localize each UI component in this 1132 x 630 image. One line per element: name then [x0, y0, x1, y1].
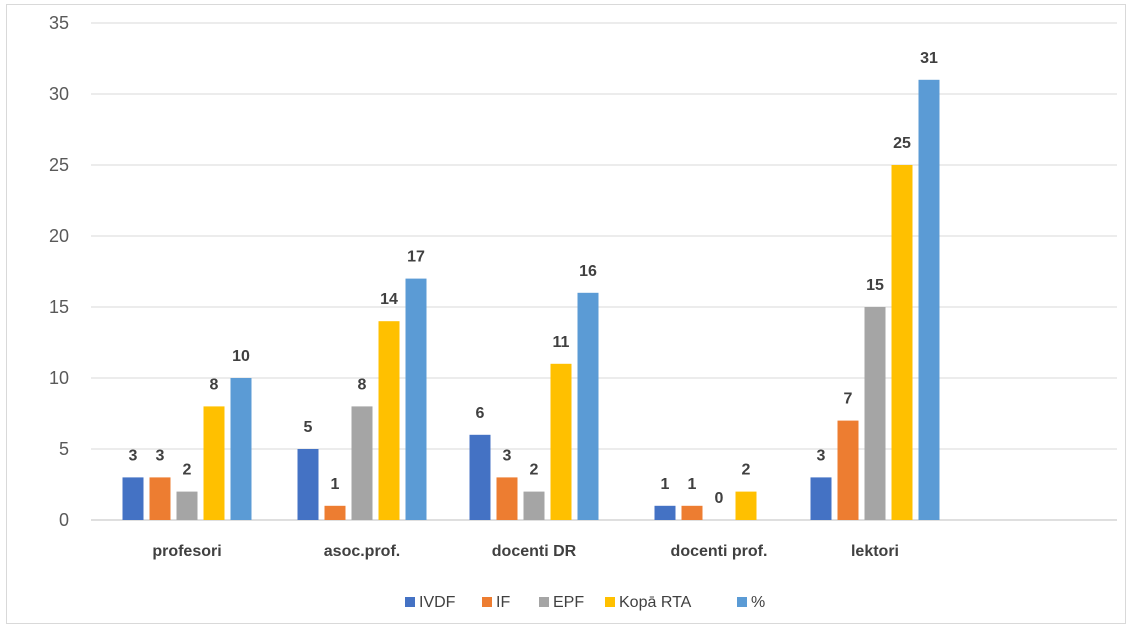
- data-label: 3: [503, 447, 512, 464]
- bar-4-0: [810, 477, 832, 520]
- bar-1-0: [297, 449, 319, 520]
- y-tick-label: 5: [59, 439, 69, 459]
- bar-4-1: [837, 420, 859, 520]
- bar-0-0: [122, 477, 144, 520]
- y-axis-ticks: 0 5 10 15 20 25 30 35: [49, 13, 69, 530]
- bar-1-1: [324, 505, 346, 520]
- data-label: 31: [920, 50, 938, 67]
- bar-2-2: [523, 491, 545, 520]
- y-tick-label: 30: [49, 84, 69, 104]
- data-label: 2: [183, 462, 192, 479]
- bar-3-0: [654, 505, 676, 520]
- bar-2-1: [496, 477, 518, 520]
- y-tick-label: 20: [49, 226, 69, 246]
- bar-3-1: [681, 505, 703, 520]
- bar-4-2: [864, 307, 886, 520]
- category-label: asoc.prof.: [324, 543, 400, 560]
- bar-0-4: [230, 378, 252, 520]
- data-label: 3: [817, 447, 826, 464]
- data-label: 7: [844, 391, 853, 408]
- data-label: 1: [331, 476, 340, 493]
- bar-0-2: [176, 491, 198, 520]
- data-label: 5: [304, 419, 313, 436]
- data-label: 8: [358, 376, 367, 393]
- chart-frame: 0 5 10 15 20 25 30 35 3 3 2 8 10 5 1 8 14 17 6 3 2 11 16 1 1 0 2 3…: [6, 4, 1126, 624]
- bar-1-3: [378, 321, 400, 520]
- data-label: 11: [553, 334, 570, 351]
- category-label: lektori: [851, 543, 899, 560]
- legend: IVDF IF EPF Kopā RTA%: [405, 594, 765, 611]
- data-label: 1: [661, 476, 670, 493]
- y-tick-label: 10: [49, 368, 69, 388]
- bar-1-2: [351, 406, 373, 520]
- bar-3-3: [735, 491, 757, 520]
- legend-label: IVDF: [419, 594, 456, 611]
- legend-swatch: [539, 597, 549, 607]
- data-label: 16: [579, 263, 597, 280]
- category-label: docenti prof.: [671, 543, 768, 560]
- category-label: docenti DR: [492, 543, 577, 560]
- gridlines: [91, 22, 1117, 521]
- bar-4-4: [918, 79, 940, 521]
- data-label: 17: [407, 249, 425, 266]
- bars: [122, 79, 940, 521]
- bar-0-1: [149, 477, 171, 520]
- legend-label: %: [751, 594, 765, 611]
- legend-label: Kopā RTA: [619, 594, 692, 611]
- y-tick-label: 35: [49, 13, 69, 33]
- bar-0-3: [203, 406, 225, 520]
- data-label: 8: [210, 376, 219, 393]
- data-label: 3: [129, 447, 138, 464]
- data-label: 6: [476, 405, 485, 422]
- data-label: 2: [742, 462, 751, 479]
- legend-label: EPF: [553, 594, 584, 611]
- bar-4-3: [891, 165, 913, 520]
- legend-swatch: [737, 597, 747, 607]
- data-label: 25: [893, 135, 911, 152]
- data-label: 14: [380, 291, 398, 308]
- bar-2-0: [469, 434, 491, 520]
- y-tick-label: 25: [49, 155, 69, 175]
- data-label: 10: [232, 348, 250, 365]
- data-label: 2: [530, 462, 539, 479]
- y-tick-label: 0: [59, 510, 69, 530]
- category-label: profesori: [152, 543, 221, 560]
- x-axis-categories: profesori asoc.prof. docenti DR docenti pro…: [152, 543, 899, 560]
- bar-1-4: [405, 278, 427, 520]
- data-label: 3: [156, 447, 165, 464]
- legend-label: IF: [496, 594, 510, 611]
- legend-swatch: [405, 597, 415, 607]
- data-label: 1: [688, 476, 697, 493]
- legend-swatch: [605, 597, 615, 607]
- legend-swatch: [482, 597, 492, 607]
- bar-2-3: [550, 363, 572, 520]
- bar-2-4: [577, 292, 599, 520]
- y-tick-label: 15: [49, 297, 69, 317]
- data-label: 0: [715, 490, 724, 507]
- data-label: 15: [866, 277, 884, 294]
